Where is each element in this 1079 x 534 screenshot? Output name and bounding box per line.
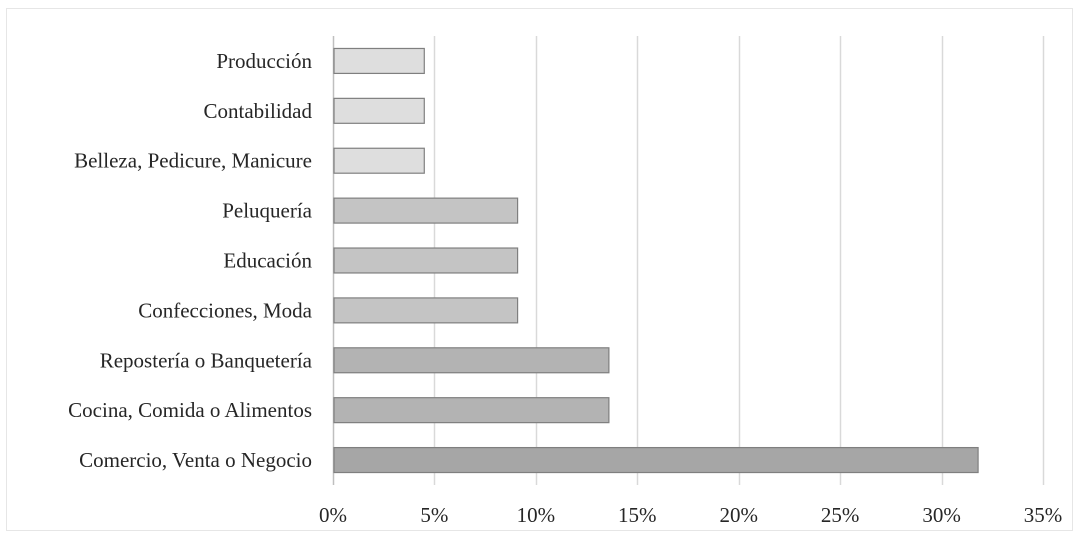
category-label-8: Producción	[216, 49, 312, 73]
bar-5	[333, 197, 519, 224]
x-tick-label-5: 5%	[420, 503, 448, 527]
x-tick-label-0: 0%	[319, 503, 347, 527]
bar-0	[333, 446, 979, 474]
bar-1	[333, 397, 610, 424]
category-label-1: Cocina, Comida o Alimentos	[68, 398, 312, 422]
category-label-5: Peluquería	[222, 199, 312, 223]
x-tick-label-25: 25%	[821, 503, 860, 527]
x-tick-label-35: 35%	[1024, 503, 1063, 527]
chart-frame	[6, 8, 1073, 531]
x-tick-label-30: 30%	[922, 503, 961, 527]
category-label-3: Confecciones, Moda	[138, 298, 312, 322]
x-tick-label-10: 10%	[517, 503, 556, 527]
category-label-4: Educación	[223, 249, 312, 273]
bar-8	[333, 47, 425, 75]
bar-3	[333, 297, 519, 324]
category-label-0: Comercio, Venta o Negocio	[79, 448, 312, 472]
x-tick-label-15: 15%	[618, 503, 657, 527]
category-label-7: Contabilidad	[204, 99, 313, 123]
bar-6	[333, 147, 425, 174]
x-tick-labels: 0% 5% 10% 15% 20% 25% 30% 35%	[319, 503, 1062, 527]
bar-4	[333, 247, 519, 274]
bar-7	[333, 97, 425, 124]
x-tick-label-20: 20%	[719, 503, 758, 527]
bars	[333, 47, 979, 474]
bar-2	[333, 347, 610, 374]
category-label-2: Repostería o Banquetería	[100, 348, 313, 372]
category-labels: Comercio, Venta o Negocio Cocina, Comida …	[68, 49, 312, 472]
category-label-6: Belleza, Pedicure, Manicure	[74, 149, 312, 173]
